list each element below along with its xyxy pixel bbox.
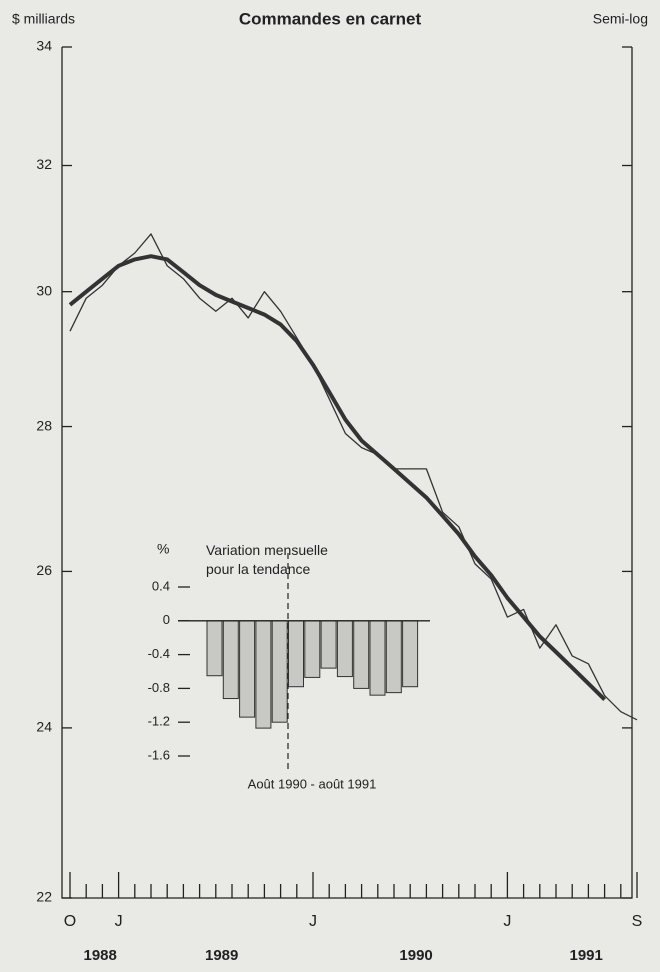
y-tick-label: 24 <box>36 719 52 735</box>
inset-y-tick-label: 0.4 <box>152 578 170 593</box>
bar <box>320 620 337 669</box>
inset-title-2: pour la tendance <box>206 561 311 577</box>
y-tick-label: 34 <box>36 38 52 54</box>
inset-title-1: Variation mensuelle <box>206 542 328 558</box>
bar <box>304 620 321 678</box>
bar <box>402 620 419 688</box>
chart-title: Commandes en carnet <box>239 9 422 28</box>
y-tick-label: 22 <box>36 889 52 905</box>
bar <box>222 620 239 700</box>
year-label: 1991 <box>570 947 603 964</box>
bar <box>255 620 272 729</box>
inset-y-tick-label: -0.8 <box>148 680 170 695</box>
scale-note: Semi-log <box>593 11 648 27</box>
bar <box>369 620 386 696</box>
x-tick-label: O <box>64 913 76 930</box>
bar <box>239 620 256 718</box>
year-label: 1989 <box>205 947 238 964</box>
inset-y-tick-label: -1.2 <box>148 714 170 729</box>
bar <box>288 620 304 688</box>
year-label: 1990 <box>399 947 432 964</box>
y-tick-label: 28 <box>36 417 52 433</box>
inset-y-tick-label: 0 <box>163 612 170 627</box>
y-tick-label: 30 <box>36 282 52 298</box>
x-tick-label: J <box>115 913 123 930</box>
y-axis-label: $ milliards <box>12 11 75 27</box>
inset-y-label: % <box>157 541 169 557</box>
inset-y-tick-label: -0.4 <box>148 646 170 661</box>
inset-note: Août 1990 - août 1991 <box>248 776 377 791</box>
bar <box>353 620 370 689</box>
bar <box>385 620 402 694</box>
x-tick-label: S <box>632 913 643 930</box>
y-tick-label: 32 <box>36 156 52 172</box>
inset-title-line: pour la tendance <box>206 561 311 577</box>
bar <box>336 620 353 678</box>
series-line <box>68 254 607 702</box>
inset-title-line: Variation mensuelle <box>206 542 328 558</box>
inset-y-tick-label: -1.6 <box>148 747 170 762</box>
x-tick-label: J <box>503 913 511 930</box>
plot-frame <box>61 47 633 899</box>
x-tick-label: J <box>309 913 317 930</box>
bar <box>206 620 223 677</box>
bar <box>271 620 288 723</box>
year-label: 1988 <box>84 947 117 964</box>
y-tick-label: 26 <box>36 562 52 578</box>
